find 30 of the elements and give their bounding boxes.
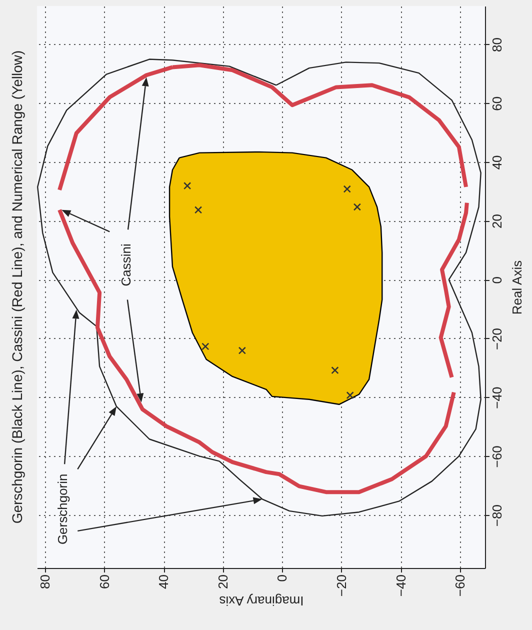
- point: [343, 185, 351, 193]
- annotation: Gerschgorin: [54, 474, 70, 545]
- x-tick-label: 0: [274, 574, 290, 582]
- x-tick-label: −40: [393, 574, 408, 597]
- y-tick-label: −40: [490, 386, 504, 409]
- annotation: Cassini: [118, 244, 134, 286]
- y-axis-title: Real Axis: [510, 260, 524, 315]
- x-tick-label: 60: [96, 574, 112, 589]
- x-tick-label: −20: [334, 574, 349, 597]
- y-tick-label: −80: [490, 504, 504, 527]
- point: [238, 346, 246, 354]
- x-tick-label: −60: [452, 574, 468, 597]
- point: [184, 182, 192, 190]
- x-axis-title: Imaginary Axis: [218, 594, 304, 609]
- y-tick-label: 40: [490, 155, 504, 170]
- y-tick-label: 20: [490, 214, 504, 229]
- y-tick-label: 80: [490, 38, 504, 52]
- point: [331, 366, 339, 374]
- x-tick-label: 80: [38, 574, 53, 589]
- x-tick-label: 40: [156, 574, 172, 589]
- point: [202, 342, 210, 350]
- point: [194, 206, 202, 214]
- point: [346, 391, 354, 400]
- point: [353, 203, 362, 211]
- y-tick-label: 0: [490, 276, 504, 284]
- x-tick-label: 20: [215, 574, 230, 589]
- y-tick-label: 60: [490, 96, 504, 111]
- text: Gerschgorin (Black Line), Cassini (Red Line), and Numerical Range (Yellow): [9, 50, 25, 524]
- y-tick-label: −60: [490, 446, 504, 468]
- y-tick-label: −20: [490, 328, 504, 350]
